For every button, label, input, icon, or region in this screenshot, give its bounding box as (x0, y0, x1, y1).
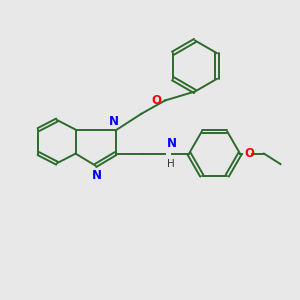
Text: O: O (151, 94, 161, 107)
Text: N: N (167, 137, 176, 150)
Text: H: H (167, 159, 174, 169)
Text: N: N (92, 169, 102, 182)
Text: O: O (244, 147, 254, 160)
Text: N: N (109, 115, 119, 128)
